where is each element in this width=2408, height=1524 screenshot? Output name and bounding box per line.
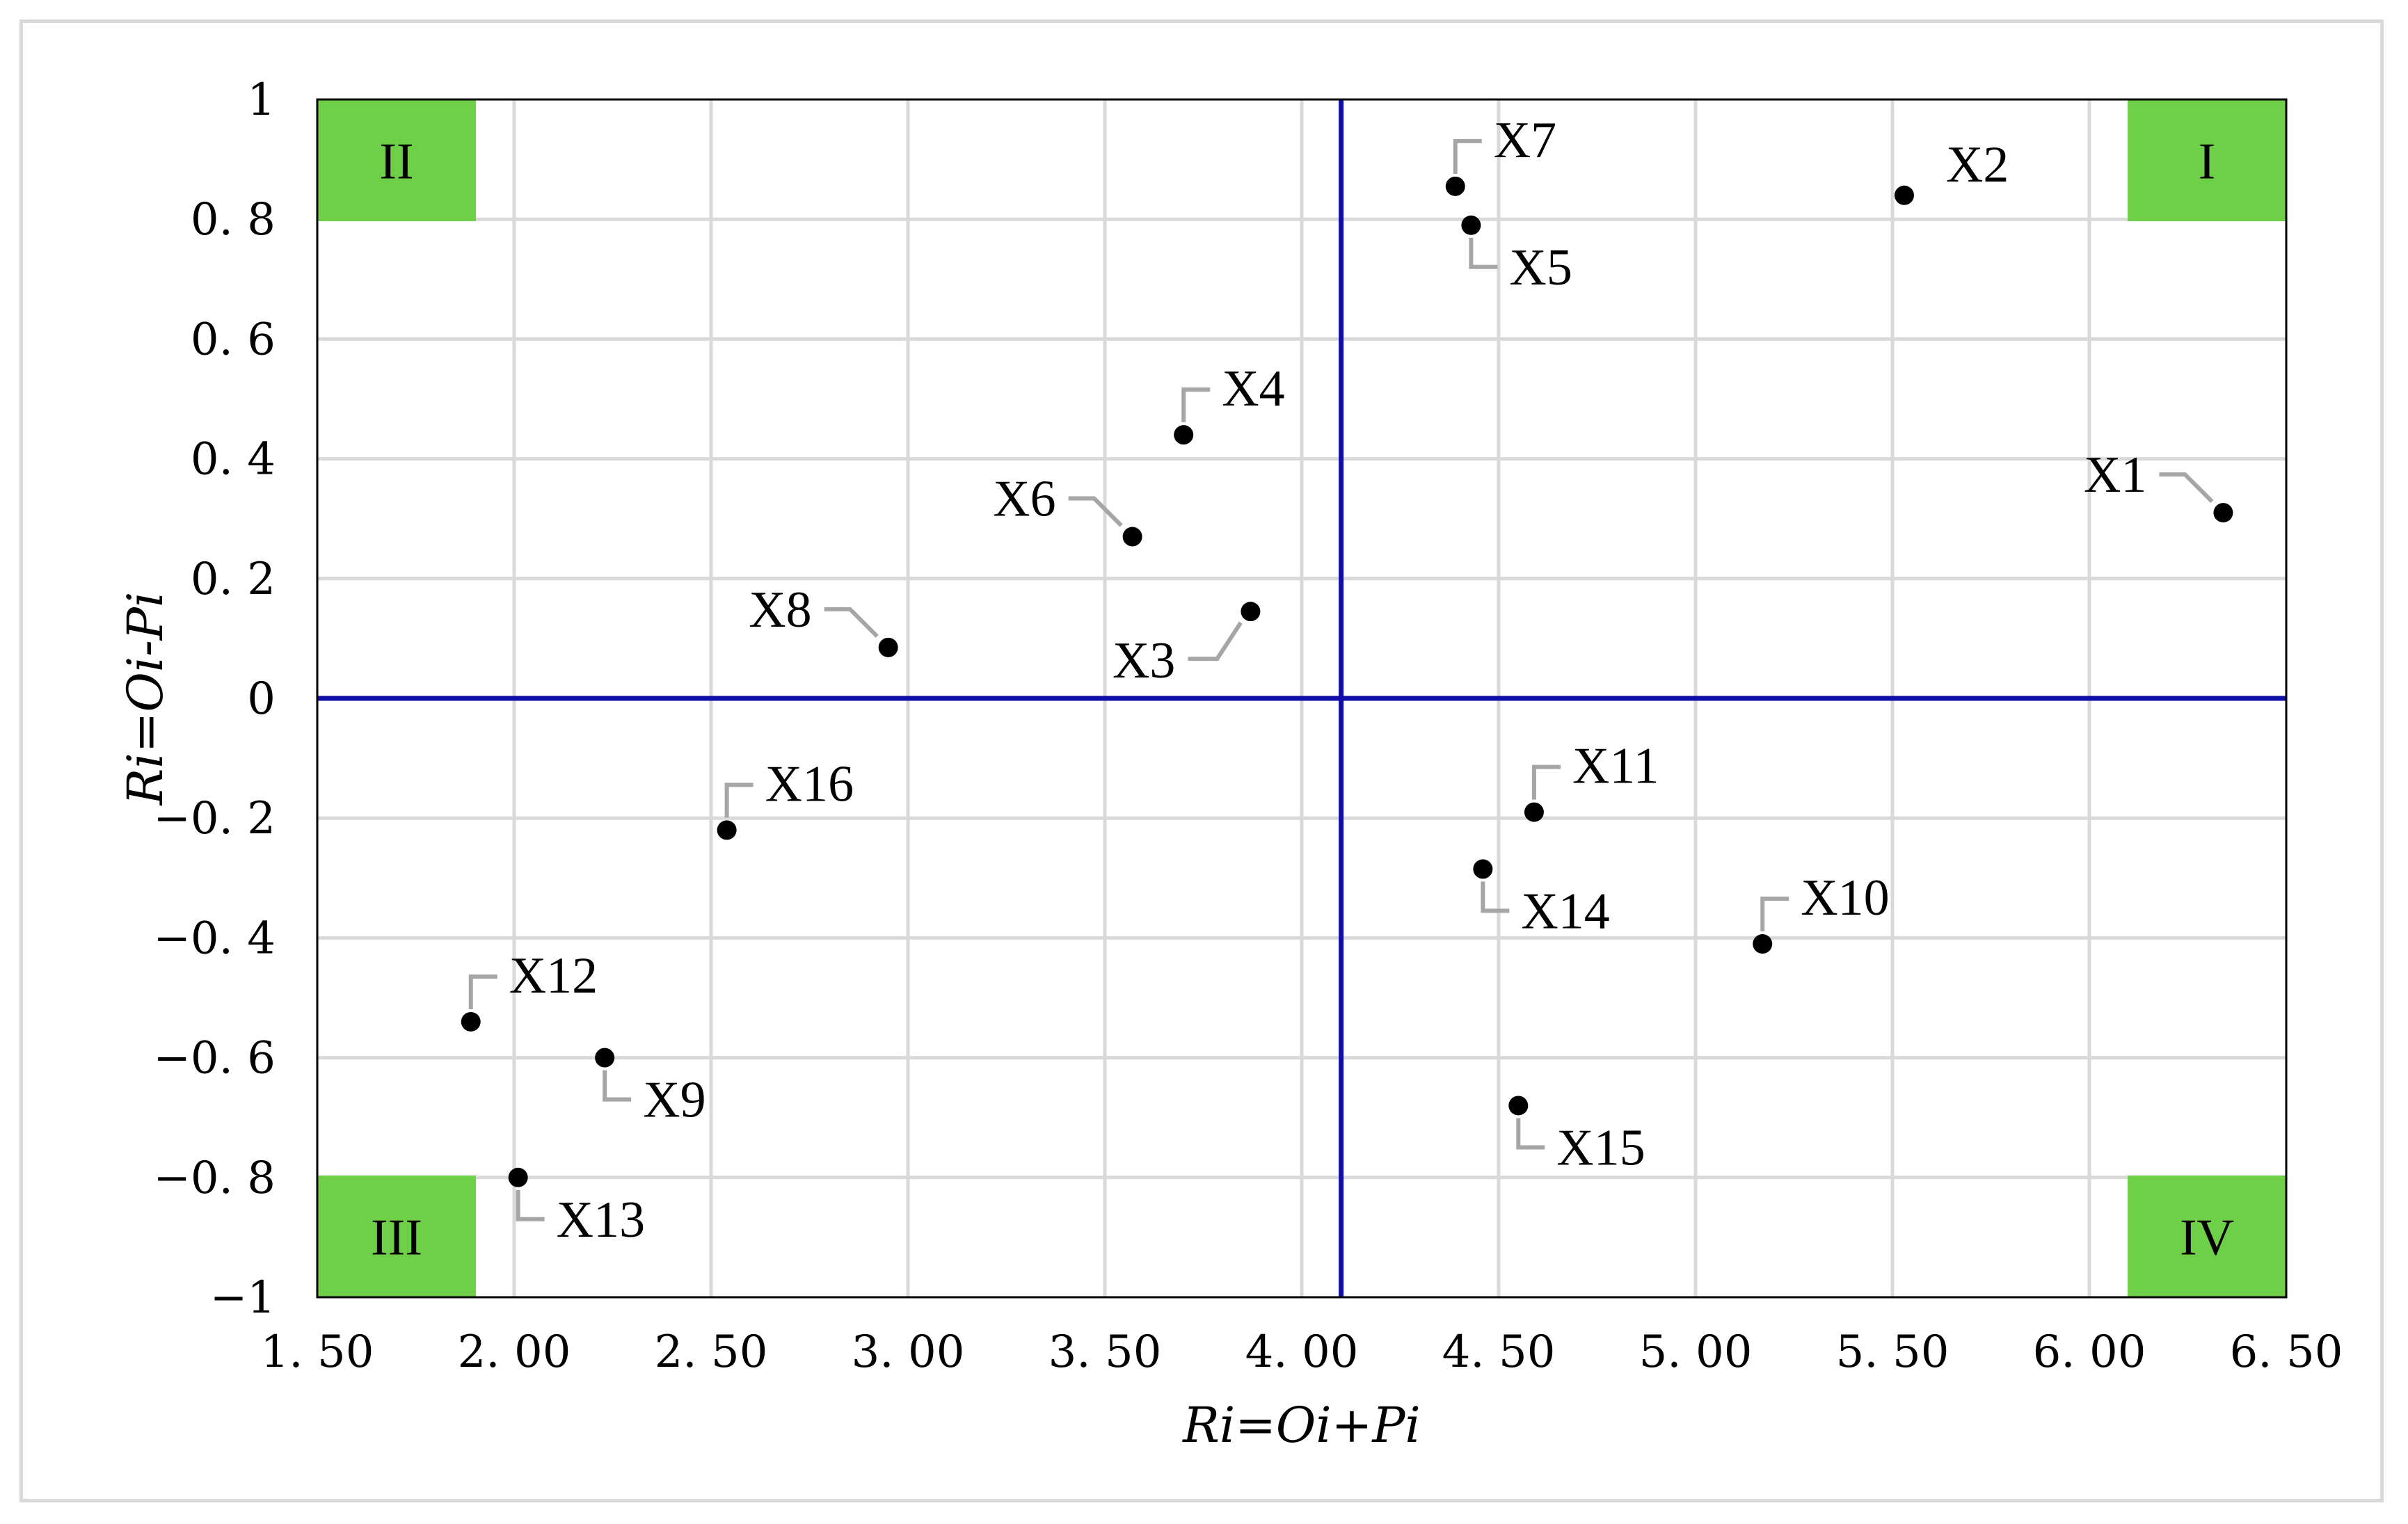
data-point-x16 <box>717 820 737 840</box>
point-label-x5: X5 <box>1509 239 1572 296</box>
y-tick-label: 0 <box>247 673 276 725</box>
data-point-x6 <box>1122 527 1142 547</box>
data-point-x14 <box>1473 859 1493 879</box>
point-label-x14: X14 <box>1521 883 1609 940</box>
x-tick-label: 1. 50 <box>261 1326 374 1378</box>
x-tick-label: 3. 50 <box>1048 1326 1162 1378</box>
point-label-x9: X9 <box>643 1072 705 1129</box>
leader-line <box>468 974 497 1009</box>
point-label-x10: X10 <box>1801 869 1889 927</box>
data-point-x15 <box>1508 1096 1529 1116</box>
data-point-x13 <box>508 1167 528 1187</box>
leader-line <box>516 1189 545 1221</box>
point-label-x2: X2 <box>1946 136 2009 193</box>
quadrant-box <box>317 99 476 221</box>
quadrant-label: IV <box>2180 1210 2234 1267</box>
quadrant-label: II <box>379 134 413 191</box>
leader-line <box>1481 881 1510 913</box>
leader-line <box>1181 387 1211 423</box>
data-point-x12 <box>461 1011 481 1032</box>
leader-line <box>1760 897 1789 932</box>
leader-line <box>603 1070 632 1102</box>
point-label-x15: X15 <box>1556 1119 1645 1176</box>
quadrant-box <box>317 1176 476 1297</box>
leader-line <box>824 607 879 638</box>
point-label-x4: X4 <box>1222 360 1284 417</box>
leader-line <box>2159 472 2214 504</box>
point-label-x3: X3 <box>1113 632 1175 689</box>
quadrant-dividers <box>317 99 2286 1297</box>
leader-line <box>1531 764 1561 800</box>
quadrant-label: III <box>371 1210 422 1267</box>
point-label-x8: X8 <box>749 581 811 639</box>
data-point-x7 <box>1445 176 1465 196</box>
data-points <box>461 176 2233 1187</box>
point-label-x6: X6 <box>993 471 1055 528</box>
y-tick-label: −0. 8 <box>153 1153 276 1204</box>
leader-line <box>1516 1118 1545 1150</box>
plot-border <box>316 98 2288 1299</box>
x-tick-label: 2. 00 <box>458 1326 571 1378</box>
x-tick-label: 4. 00 <box>1245 1326 1359 1378</box>
point-label-x7: X7 <box>1494 112 1556 169</box>
leader-line <box>1453 138 1482 174</box>
x-tick-label: 2. 50 <box>655 1326 768 1378</box>
leader-line <box>1188 621 1243 661</box>
x-axis-title: Ri=Oi+Pi <box>1181 1397 1421 1454</box>
data-point-x11 <box>1524 802 1544 822</box>
y-tick-label: −0. 2 <box>153 793 276 844</box>
point-labels: X1 X2 X3 X4 X5 X6 X7 X8 X9 X10 X11 X12 X13 X14 X15 X16 <box>509 112 2147 1249</box>
data-point-x8 <box>878 637 898 657</box>
chart-frame: II I III IV 1. 50 2. 00 2. 50 3. 00 3. 50 4. 00 4… <box>19 19 2384 1502</box>
y-tick-label: 0. 2 <box>191 554 276 605</box>
y-tick-label: 0. 6 <box>191 314 276 365</box>
x-tick-label: 6. 00 <box>2033 1326 2146 1378</box>
leader-line <box>1068 496 1123 527</box>
x-tick-label: 6. 50 <box>2230 1326 2343 1378</box>
leader-line <box>1469 237 1498 269</box>
quadrant-label: I <box>2199 134 2216 191</box>
data-point-x1 <box>2213 503 2233 523</box>
point-label-x12: X12 <box>509 947 598 1004</box>
point-label-x16: X16 <box>765 755 854 812</box>
data-point-x5 <box>1461 215 1481 235</box>
y-tick-label: 0. 4 <box>191 434 276 486</box>
data-point-x2 <box>1894 185 1914 205</box>
data-point-x4 <box>1174 425 1194 445</box>
y-tick-label: −1 <box>210 1272 276 1324</box>
x-tick-label: 5. 50 <box>1836 1326 1949 1378</box>
y-tick-label: −0. 6 <box>153 1033 276 1084</box>
x-tick-label: 5. 00 <box>1639 1326 1753 1378</box>
data-point-x3 <box>1241 602 1261 622</box>
axes: 1. 50 2. 00 2. 50 3. 00 3. 50 4. 00 4. 50 5. 00… <box>153 74 2343 1378</box>
point-label-x11: X11 <box>1572 738 1659 795</box>
leader-lines <box>468 138 2214 1221</box>
y-axis-title: Ri=Oi-Pi <box>117 592 174 807</box>
y-tick-label: 1 <box>247 74 276 126</box>
quadrant-box <box>2128 1176 2286 1297</box>
data-point-x10 <box>1753 934 1773 954</box>
x-tick-label: 3. 00 <box>852 1326 965 1378</box>
y-tick-label: 0. 8 <box>191 194 276 246</box>
y-tick-label: −0. 4 <box>153 913 276 964</box>
leader-line <box>724 783 754 818</box>
point-label-x1: X1 <box>2084 447 2146 504</box>
data-point-x9 <box>595 1048 615 1068</box>
quadrant-box <box>2128 99 2286 221</box>
point-label-x13: X13 <box>557 1192 645 1249</box>
x-tick-label: 4. 50 <box>1442 1326 1556 1378</box>
